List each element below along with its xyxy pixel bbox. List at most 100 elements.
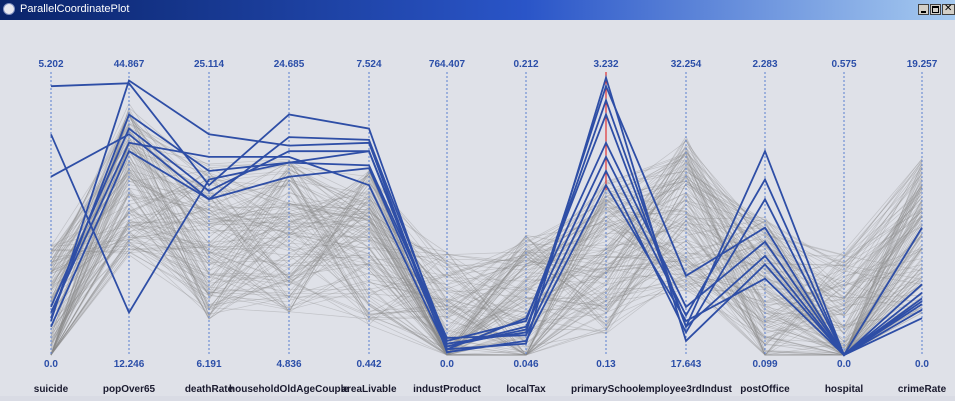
background-line [50,180,923,356]
background-line [50,183,923,356]
axis-name-label[interactable]: householdOldAgeCouple [229,384,349,395]
axis-name-label[interactable]: deathRate [185,384,234,395]
highlighted-line[interactable] [50,79,923,357]
minimize-button[interactable] [918,4,929,15]
axis-name-label[interactable]: crimeRate [898,384,947,395]
background-line [50,115,923,356]
background-line [50,169,923,356]
highlighted-line[interactable] [50,97,923,357]
axis-name-label[interactable]: suicide [34,384,69,395]
background-line [50,133,923,356]
background-line [50,228,923,356]
background-line [50,176,923,321]
background-line [50,204,923,356]
axis-labels: 5.202 0.0 suicide 44.867 12.246 popOver65 25.1… [34,59,947,395]
background-line [50,149,923,356]
background-line [50,155,923,356]
axis-max-label: 25.114 [194,59,224,70]
background-line [50,216,923,356]
axis-min-label: 6.191 [196,359,221,370]
background-line [50,178,923,356]
axis-name-label[interactable]: primarySchool [571,384,641,395]
background-line [50,171,923,356]
axis-max-label: 5.202 [38,59,63,70]
background-line [50,221,923,349]
minimize-icon [921,11,926,13]
background-line [50,154,923,356]
background-line [50,114,923,356]
background-line [50,107,923,338]
axis-min-label: 4.836 [276,359,301,370]
axis-min-label: 0.046 [513,359,538,370]
background-line [50,153,923,356]
axis-name-label[interactable]: employee3rdIndust [640,384,732,395]
close-button[interactable]: ✕ [942,3,955,15]
highlighted-line[interactable] [50,111,923,357]
background-line [50,205,923,342]
background-line [50,174,923,348]
background-line [50,142,923,350]
background-line [50,152,923,356]
axis-min-label: 12.246 [114,359,145,370]
background-line [50,167,923,356]
background-line [50,168,923,317]
background-line [50,189,923,356]
background-line [50,171,923,356]
background-line [50,125,923,356]
background-line [50,137,923,356]
background-line [50,152,923,356]
background-line [50,147,923,356]
background-line [50,102,923,356]
background-line [50,138,923,356]
axis-name-label[interactable]: areaLivable [341,384,396,395]
background-line [50,141,923,335]
axis-name-label[interactable]: popOver65 [103,384,156,395]
background-line [50,194,923,356]
background-line [50,144,923,345]
background-line [50,177,923,356]
highlighted-lines [50,74,923,357]
background-line [50,183,923,356]
highlighted-line[interactable] [50,127,923,357]
axis-name-label[interactable]: industProduct [413,384,481,395]
background-line [50,129,923,356]
highlighted-line[interactable] [50,113,923,357]
axis-max-label: 3.232 [593,59,618,70]
background-line [50,173,923,356]
background-line [50,151,923,356]
background-line [50,173,923,356]
axis-min-label: 0.0 [837,359,851,370]
background-line [50,141,923,356]
background-line [50,200,923,356]
background-line [50,164,923,356]
background-line [50,167,923,356]
axis-max-label: 44.867 [114,59,145,70]
background-line [50,164,923,356]
axis-name-label[interactable]: hospital [825,384,864,395]
background-line [50,183,923,356]
title-bar[interactable]: ParallelCoordinatePlot ✕ [0,0,955,20]
background-line [50,154,923,356]
background-line [50,173,923,356]
background-line [50,180,923,356]
axis-name-label[interactable]: localTax [506,384,546,395]
parallel-coordinate-plot[interactable]: 5.202 0.0 suicide 44.867 12.246 popOver65 25.1… [0,20,955,396]
background-line [50,109,923,353]
background-line [50,172,923,356]
background-line [50,194,923,353]
axis-min-label: 0.0 [440,359,454,370]
background-line [50,239,923,356]
background-line [50,200,923,356]
background-line [50,115,923,356]
background-line [50,159,923,356]
background-line [50,168,923,314]
maximize-button[interactable] [930,4,941,15]
background-line [50,169,923,356]
axes [50,72,923,355]
background-line [50,215,923,356]
background-line [50,144,923,356]
background-line [50,130,923,345]
axis-name-label[interactable]: postOffice [740,384,790,395]
background-line [50,166,923,356]
